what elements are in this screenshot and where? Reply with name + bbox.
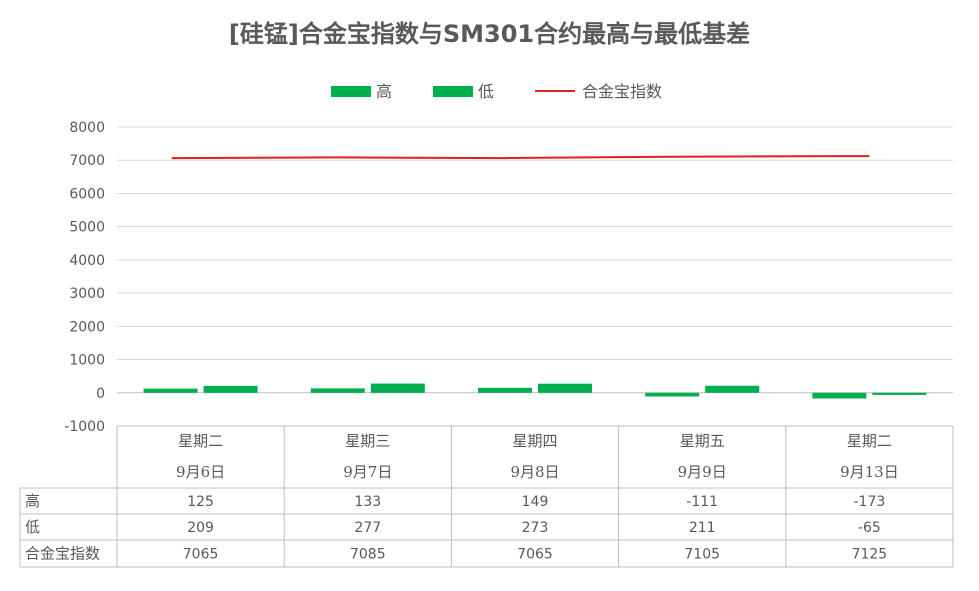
table-row-header: 合金宝指数 [25, 545, 100, 563]
y-tick-label: 3000 [69, 286, 105, 302]
index-line [171, 155, 870, 160]
table-cell: 149 [522, 494, 549, 510]
legend-swatch [331, 86, 371, 97]
gridlines [117, 126, 953, 394]
y-tick-label: 0 [96, 386, 105, 402]
bar-high [478, 387, 532, 393]
bar-low [203, 385, 258, 393]
table-cell: 125 [187, 494, 214, 510]
category-date: 9月6日 [176, 463, 225, 481]
bar-high [812, 392, 867, 399]
category-weekday: 星期五 [680, 432, 725, 450]
table-row-header: 高 [25, 492, 40, 510]
bar-high [310, 388, 365, 393]
bar-high [143, 388, 198, 393]
category-date: 9月13日 [840, 463, 899, 481]
table-cell: 7065 [517, 547, 553, 563]
y-tick-label: -1000 [64, 419, 105, 435]
category-date: 9月9日 [678, 463, 727, 481]
legend-label: 合金宝指数 [582, 82, 662, 101]
bar-high [645, 392, 700, 397]
category-date: 9月7日 [343, 463, 392, 481]
chart-title: [硅锰]合金宝指数与SM301合约最高与最低基差 [228, 20, 751, 48]
table-cell: -173 [854, 494, 886, 510]
table-cell: 7085 [350, 547, 386, 563]
y-tick-label: 4000 [69, 253, 105, 269]
table-row-header: 低 [25, 518, 40, 536]
table-cell: 7125 [852, 547, 888, 563]
table-cell: 7105 [684, 547, 720, 563]
category-weekday: 星期三 [345, 432, 390, 450]
y-axis: 8000 7000 6000 5000 4000 3000 2000 1000 0 -1000 [64, 120, 105, 435]
bar-low [705, 385, 760, 393]
category-weekday: 星期二 [847, 432, 892, 450]
table-cell: 209 [187, 520, 214, 536]
table-cell: 273 [522, 520, 549, 536]
y-tick-label: 1000 [69, 353, 105, 369]
y-tick-label: 5000 [69, 220, 105, 236]
table-cell: 277 [354, 520, 381, 536]
table-cell: -111 [686, 494, 718, 510]
legend-label: 高 [376, 82, 392, 101]
table-cell: -65 [858, 520, 881, 536]
legend-label: 低 [478, 82, 494, 101]
category-date: 9月8日 [510, 463, 559, 481]
y-tick-label: 7000 [69, 153, 105, 169]
legend-swatch [433, 86, 473, 97]
table-cell: 133 [354, 494, 381, 510]
bars [143, 383, 927, 399]
y-tick-label: 8000 [69, 120, 105, 136]
y-tick-label: 2000 [69, 319, 105, 335]
bar-low [538, 383, 592, 393]
bar-low [370, 383, 425, 393]
category-weekday: 星期二 [178, 432, 223, 450]
category-weekday: 星期四 [512, 432, 557, 450]
legend: 高 低 合金宝指数 [331, 82, 662, 101]
table-cell: 211 [689, 520, 716, 536]
table-cell: 7065 [183, 547, 219, 563]
y-tick-label: 6000 [69, 186, 105, 202]
bar-low [872, 392, 927, 395]
index-series-line [171, 155, 870, 160]
